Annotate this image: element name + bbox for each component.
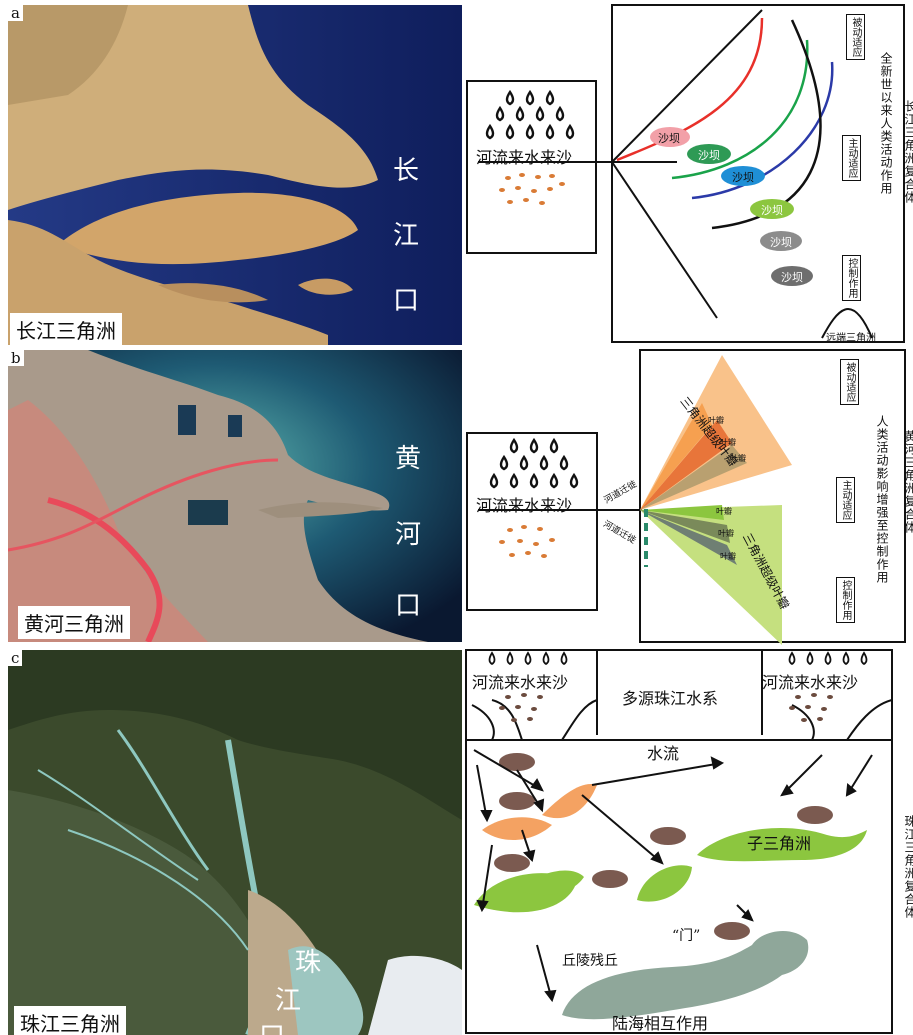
- pearl-mouth-char-1: 珠: [294, 948, 321, 978]
- control-label-b: 控制作用: [836, 577, 855, 623]
- sand-bar-1: [650, 127, 690, 147]
- yellow-caption: 黄河三角洲: [18, 606, 130, 639]
- yellow-river-satellite-art: [8, 350, 462, 642]
- yangtze-diagram: 河流来水来沙 沙坝 沙坝 沙坝 沙坝 沙坝 沙坝 被动适应 主动适应 控制作用 …: [462, 0, 913, 345]
- pearl-river-satellite-art: [8, 650, 462, 1035]
- bar-label-2: 沙坝: [698, 149, 720, 162]
- lobe-label-3: 叶瓣: [730, 454, 746, 463]
- pearl-system-label: 多源珠江水系: [622, 689, 719, 708]
- gate-label: “门”: [672, 928, 701, 944]
- bar-label-6: 沙坝: [781, 271, 803, 284]
- pearl-complex-title: 珠江三角洲复合体: [903, 815, 913, 919]
- lobe-label-4: 叶瓣: [716, 507, 732, 516]
- human-activity-title-b: 人类活动影响增强至控制作用: [875, 415, 889, 584]
- panel-letter-c: c: [8, 650, 23, 666]
- yangtze-caption: 长江三角洲: [10, 313, 122, 345]
- far-delta-label: 远端三角洲: [826, 333, 876, 344]
- passive-adaptation-label-a: 被动适应: [846, 14, 865, 60]
- yellow-source-label: 河流来水来沙: [476, 496, 573, 515]
- yangtze-diagram-art: [478, 4, 905, 343]
- yellow-river-diagram: 河流来水来沙 河道迁徙 河道迁徙 三角洲超级叶瓣 三角洲超级叶瓣 叶瓣 叶瓣 叶…: [462, 345, 913, 645]
- yangtze-mouth-char-1: 长: [392, 156, 419, 186]
- pearl-mouth-char-3: 口: [254, 1016, 290, 1035]
- yangtze-mouth-char-2: 江: [392, 221, 419, 251]
- active-adaptation-label-a: 主动适应: [842, 135, 861, 181]
- sub-delta-label: 子三角洲: [747, 834, 812, 853]
- sand-bar-4: [750, 199, 794, 219]
- yangtze-satellite-art: [8, 5, 462, 345]
- yangtze-complex-title: 长江三角洲复合体: [903, 100, 913, 204]
- yellow-mouth-char-2: 河: [394, 520, 421, 550]
- active-adaptation-label-b: 主动适应: [836, 477, 855, 523]
- yellow-mouth-char-3: 口: [394, 591, 421, 621]
- bar-label-1: 沙坝: [658, 132, 680, 145]
- yangtze-source-label: 河流来水来沙: [476, 148, 573, 167]
- pearl-river-satellite-image: c 珠 江 口 珠江三角洲: [8, 650, 462, 1035]
- yellow-source-box: [466, 432, 598, 611]
- pearl-river-diagram: 河流来水来沙 河流来水来沙 多源珠江水系 水流 子三角洲 丘陵残丘 “门” 陆海…: [462, 645, 913, 1035]
- pearl-diagram-art: [465, 649, 893, 1034]
- sand-bar-3: [721, 166, 765, 186]
- water-drop-icons: [485, 89, 575, 140]
- yellow-complex-title: 黄河三角洲复合体: [903, 430, 913, 534]
- passive-adaptation-label-b: 被动适应: [840, 359, 859, 405]
- yellow-diagram-art: [478, 349, 906, 645]
- panel-letter-b: b: [8, 350, 24, 366]
- lobe-label-5: 叶瓣: [718, 529, 734, 538]
- flow-label: 水流: [647, 744, 680, 763]
- sand-bar-2: [687, 144, 731, 164]
- bar-label-4: 沙坝: [761, 204, 783, 217]
- human-activity-title-a: 全新世以来人类活动作用: [879, 52, 893, 195]
- sand-bar-5: [760, 231, 802, 251]
- sediment-dots: [499, 173, 565, 205]
- yangtze-satellite-image: a 长 江 口 长江三角洲: [8, 5, 462, 345]
- lobe-label-1: 叶瓣: [708, 416, 724, 425]
- lobe-label-6: 叶瓣: [720, 552, 736, 561]
- yellow-mouth-char-1: 黄: [394, 444, 421, 474]
- pearl-mouth-char-2: 江: [274, 986, 301, 1016]
- pearl-source-left-label: 河流来水来沙: [472, 673, 569, 692]
- lobe-label-2: 叶瓣: [720, 438, 736, 447]
- pearl-caption: 珠江三角洲: [14, 1006, 126, 1035]
- sand-bar-6: [771, 266, 813, 286]
- panel-letter-a: a: [8, 5, 23, 21]
- pearl-source-right-label: 河流来水来沙: [762, 673, 859, 692]
- yellow-river-satellite-image: b 黄 河 口 黄河三角洲: [8, 350, 462, 642]
- bar-label-5: 沙坝: [770, 236, 792, 249]
- bar-label-3: 沙坝: [732, 171, 754, 184]
- control-label-a: 控制作用: [842, 255, 861, 301]
- yangtze-mouth-char-3: 口: [392, 286, 419, 316]
- yangtze-source-box: [466, 80, 597, 254]
- land-sea-interaction-label: 陆海相互作用: [612, 1014, 709, 1033]
- hills-label: 丘陵残丘: [562, 953, 618, 969]
